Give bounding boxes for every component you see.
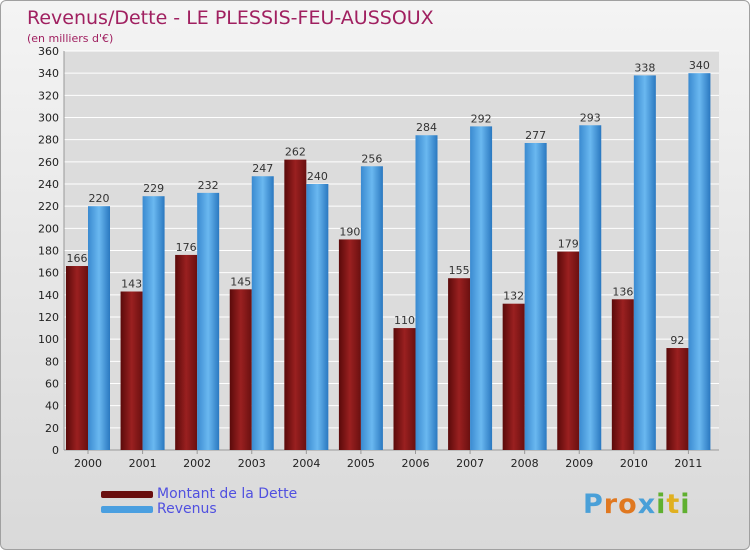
bar-revenue-2011 [688, 73, 711, 451]
bar-debt-2010 [611, 299, 634, 450]
bar-debt-2011 [666, 348, 689, 450]
bar-revenue-2004 [306, 184, 329, 450]
value-label-revenue: 232 [198, 179, 219, 192]
bar-debt-2004 [284, 159, 307, 450]
bar-revenue-2007 [470, 126, 493, 450]
y-tick-label: 240 [38, 178, 59, 191]
y-tick-label: 0 [52, 444, 59, 457]
legend-swatch-debt [101, 491, 153, 498]
y-tick-label: 100 [38, 333, 59, 346]
value-label-revenue: 293 [580, 111, 601, 124]
bar-revenue-2003 [251, 176, 274, 450]
value-label-debt: 262 [285, 146, 306, 159]
y-tick-label: 200 [38, 222, 59, 235]
value-label-revenue: 340 [689, 59, 710, 72]
logo-letter: x [637, 489, 657, 520]
legend-label-revenue: Revenus [157, 501, 217, 517]
bar-revenue-2008 [524, 142, 547, 450]
legend-label-debt: Montant de la Dette [157, 486, 298, 502]
value-label-revenue: 247 [252, 162, 273, 175]
bar-debt-2009 [557, 251, 580, 450]
bar-debt-2008 [502, 303, 525, 450]
x-tick-label: 2000 [74, 457, 102, 470]
y-tick-label: 340 [38, 67, 59, 80]
value-label-revenue: 256 [361, 152, 382, 165]
bar-revenue-2005 [360, 166, 383, 450]
x-tick-label: 2005 [347, 457, 375, 470]
x-tick-label: 2009 [565, 457, 593, 470]
logo-letter: r [603, 489, 619, 520]
bar-revenue-2006 [415, 135, 438, 450]
value-label-revenue: 292 [471, 112, 492, 125]
value-label-revenue: 240 [307, 170, 328, 183]
bar-debt-2007 [448, 278, 471, 450]
legend-swatch-revenue [101, 506, 153, 513]
value-label-debt: 92 [670, 334, 684, 347]
bar-debt-2000 [66, 266, 88, 450]
y-tick-label: 80 [45, 355, 59, 368]
x-tick-label: 2003 [238, 457, 266, 470]
value-label-debt: 166 [67, 252, 88, 265]
value-label-debt: 179 [558, 238, 579, 251]
proxiti-logo: Proxiti [583, 489, 691, 520]
bar-debt-2001 [120, 291, 143, 450]
bar-debt-2005 [338, 239, 361, 450]
x-tick-label: 2001 [129, 457, 157, 470]
value-label-debt: 176 [176, 241, 197, 254]
logo-letter: P [583, 489, 604, 520]
x-tick-label: 2010 [620, 457, 648, 470]
bar-debt-2002 [175, 254, 198, 450]
y-tick-label: 160 [38, 267, 59, 280]
value-label-debt: 143 [121, 278, 142, 291]
value-label-debt: 145 [230, 275, 251, 288]
labels: 0 20 40 60 80 100 120 140 160 180 200 220 240 260 280 3… [38, 45, 710, 470]
grid-lines [63, 50, 719, 454]
y-tick-label: 20 [45, 422, 59, 435]
y-tick-label: 140 [38, 289, 59, 302]
value-label-debt: 136 [612, 285, 633, 298]
value-label-revenue: 220 [89, 192, 110, 205]
value-label-debt: 190 [339, 225, 360, 238]
value-label-revenue: 277 [525, 129, 546, 142]
value-label-revenue: 338 [634, 61, 655, 74]
bar-revenue-2010 [633, 75, 656, 450]
y-tick-label: 60 [45, 378, 59, 391]
bar-revenue-2002 [197, 192, 220, 450]
logo-letter: o [618, 489, 638, 520]
x-tick-label: 2006 [402, 457, 430, 470]
x-tick-label: 2011 [674, 457, 702, 470]
y-tick-label: 260 [38, 156, 59, 169]
bars [66, 73, 711, 451]
bar-debt-2003 [229, 289, 252, 450]
logo-letter: t [666, 489, 681, 520]
value-label-debt: 155 [449, 264, 470, 277]
y-tick-label: 220 [38, 200, 59, 213]
logo-letter: i [656, 489, 667, 520]
x-tick-label: 2002 [183, 457, 211, 470]
y-tick-label: 300 [38, 112, 59, 125]
bar-revenue-2009 [579, 125, 602, 450]
y-tick-label: 360 [38, 45, 59, 58]
y-tick-label: 280 [38, 134, 59, 147]
x-tick-label: 2004 [292, 457, 320, 470]
chart-subtitle: (en milliers d'€) [27, 32, 114, 45]
bar-debt-2006 [393, 328, 416, 450]
value-label-revenue: 229 [143, 182, 164, 195]
value-label-debt: 110 [394, 314, 415, 327]
y-tick-label: 180 [38, 245, 59, 258]
y-tick-label: 40 [45, 400, 59, 413]
value-label-debt: 132 [503, 290, 524, 303]
chart-title: Revenus/Dette - LE PLESSIS-FEU-AUSSOUX [27, 7, 434, 29]
x-tick-label: 2007 [456, 457, 484, 470]
y-tick-label: 320 [38, 89, 59, 102]
bar-revenue-2001 [142, 196, 165, 450]
bar-revenue-2000 [88, 206, 110, 450]
value-label-revenue: 284 [416, 121, 437, 134]
logo-letter: i [680, 489, 691, 520]
x-tick-label: 2008 [511, 457, 539, 470]
y-tick-label: 120 [38, 311, 59, 324]
